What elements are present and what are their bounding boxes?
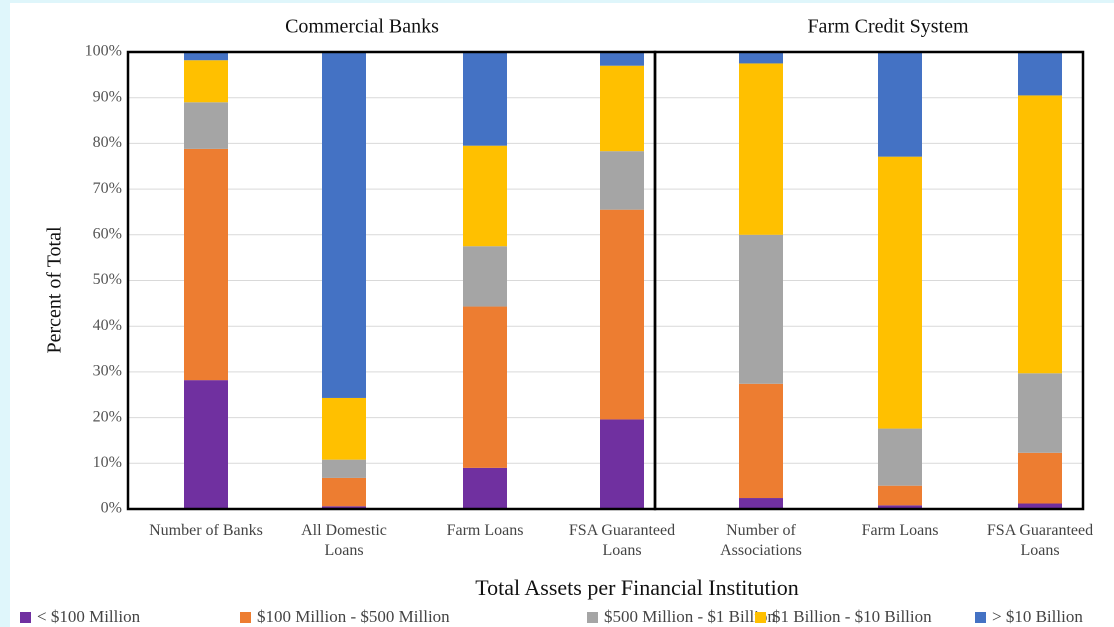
y-axis-label: Percent of Total	[44, 226, 66, 354]
x-tick-label: FSA Guaranteed Loans	[986, 522, 1094, 559]
bar-segment	[322, 506, 366, 509]
legend-label: $500 Million - $1 Billion	[604, 607, 776, 626]
x-tick-label: Farm Loans	[861, 522, 939, 539]
legend-swatch	[20, 612, 31, 623]
bar-segment	[600, 419, 644, 509]
bar-segment	[600, 52, 644, 66]
panel-title: Commercial Banks	[285, 16, 439, 38]
bar-segment	[878, 428, 922, 486]
y-tick-label: 60%	[93, 225, 122, 242]
y-tick-label: 0%	[101, 500, 122, 517]
bar-segment	[322, 52, 366, 398]
bar-segment	[184, 52, 228, 61]
bar-segment	[322, 459, 366, 478]
bar-segment	[184, 102, 228, 149]
bar-segment	[1018, 503, 1062, 509]
legend-label: $1 Billion - $10 Billion	[772, 607, 932, 626]
bar-segment	[600, 209, 644, 420]
bar-segment	[184, 380, 228, 509]
bar-segment	[739, 234, 783, 384]
panel-title: Farm Credit System	[807, 16, 969, 38]
bar-segment	[600, 65, 644, 152]
legend-swatch	[587, 612, 598, 623]
bar-segment	[1018, 95, 1062, 374]
panel-frame	[653, 50, 1085, 511]
y-tick-label: 80%	[93, 134, 122, 151]
legend-swatch	[240, 612, 251, 623]
bar-segment	[739, 383, 783, 499]
bar-segment	[322, 397, 366, 460]
bar-segment	[878, 485, 922, 506]
bar-segment	[184, 60, 228, 103]
bar-segment	[739, 498, 783, 509]
bar-segment	[878, 505, 922, 509]
x-tick-label: FSA Guaranteed Loans	[568, 522, 676, 559]
y-tick-label: 20%	[93, 408, 122, 425]
bar-segment	[739, 63, 783, 235]
x-tick-label: Farm Loans	[446, 522, 524, 539]
y-tick-label: 50%	[93, 271, 122, 288]
bar-segment	[1018, 52, 1062, 96]
bar-segment	[463, 306, 507, 468]
bar-segment	[463, 145, 507, 247]
legend-label: $100 Million - $500 Million	[257, 607, 450, 626]
x-tick-label: All Domestic Loans	[301, 522, 387, 559]
legend-swatch	[755, 612, 766, 623]
y-tick-label: 70%	[93, 180, 122, 197]
y-tick-label: 40%	[93, 317, 122, 334]
bar-segment	[878, 156, 922, 429]
bar-segment	[1018, 373, 1062, 453]
y-tick-label: 30%	[93, 363, 122, 380]
x-tick-label: Number of Banks	[149, 522, 263, 539]
legend-swatch	[975, 612, 986, 623]
bar-segment	[184, 148, 228, 381]
bar-segment	[1018, 452, 1062, 504]
legend-label: < $100 Million	[37, 607, 141, 626]
bar-segment	[739, 52, 783, 64]
bar-segment	[463, 246, 507, 307]
bar-segment	[463, 52, 507, 146]
legend-label: > $10 Billion	[992, 607, 1083, 626]
y-tick-label: 90%	[93, 88, 122, 105]
x-tick-label: Number of Associations	[720, 522, 802, 559]
bar-segment	[600, 151, 644, 210]
bar-segment	[322, 477, 366, 507]
y-tick-label: 100%	[85, 43, 122, 60]
bar-segment	[878, 52, 922, 157]
y-tick-label: 10%	[93, 454, 122, 471]
bar-segment	[463, 467, 507, 509]
x-axis-label: Total Assets per Financial Institution	[475, 575, 799, 600]
